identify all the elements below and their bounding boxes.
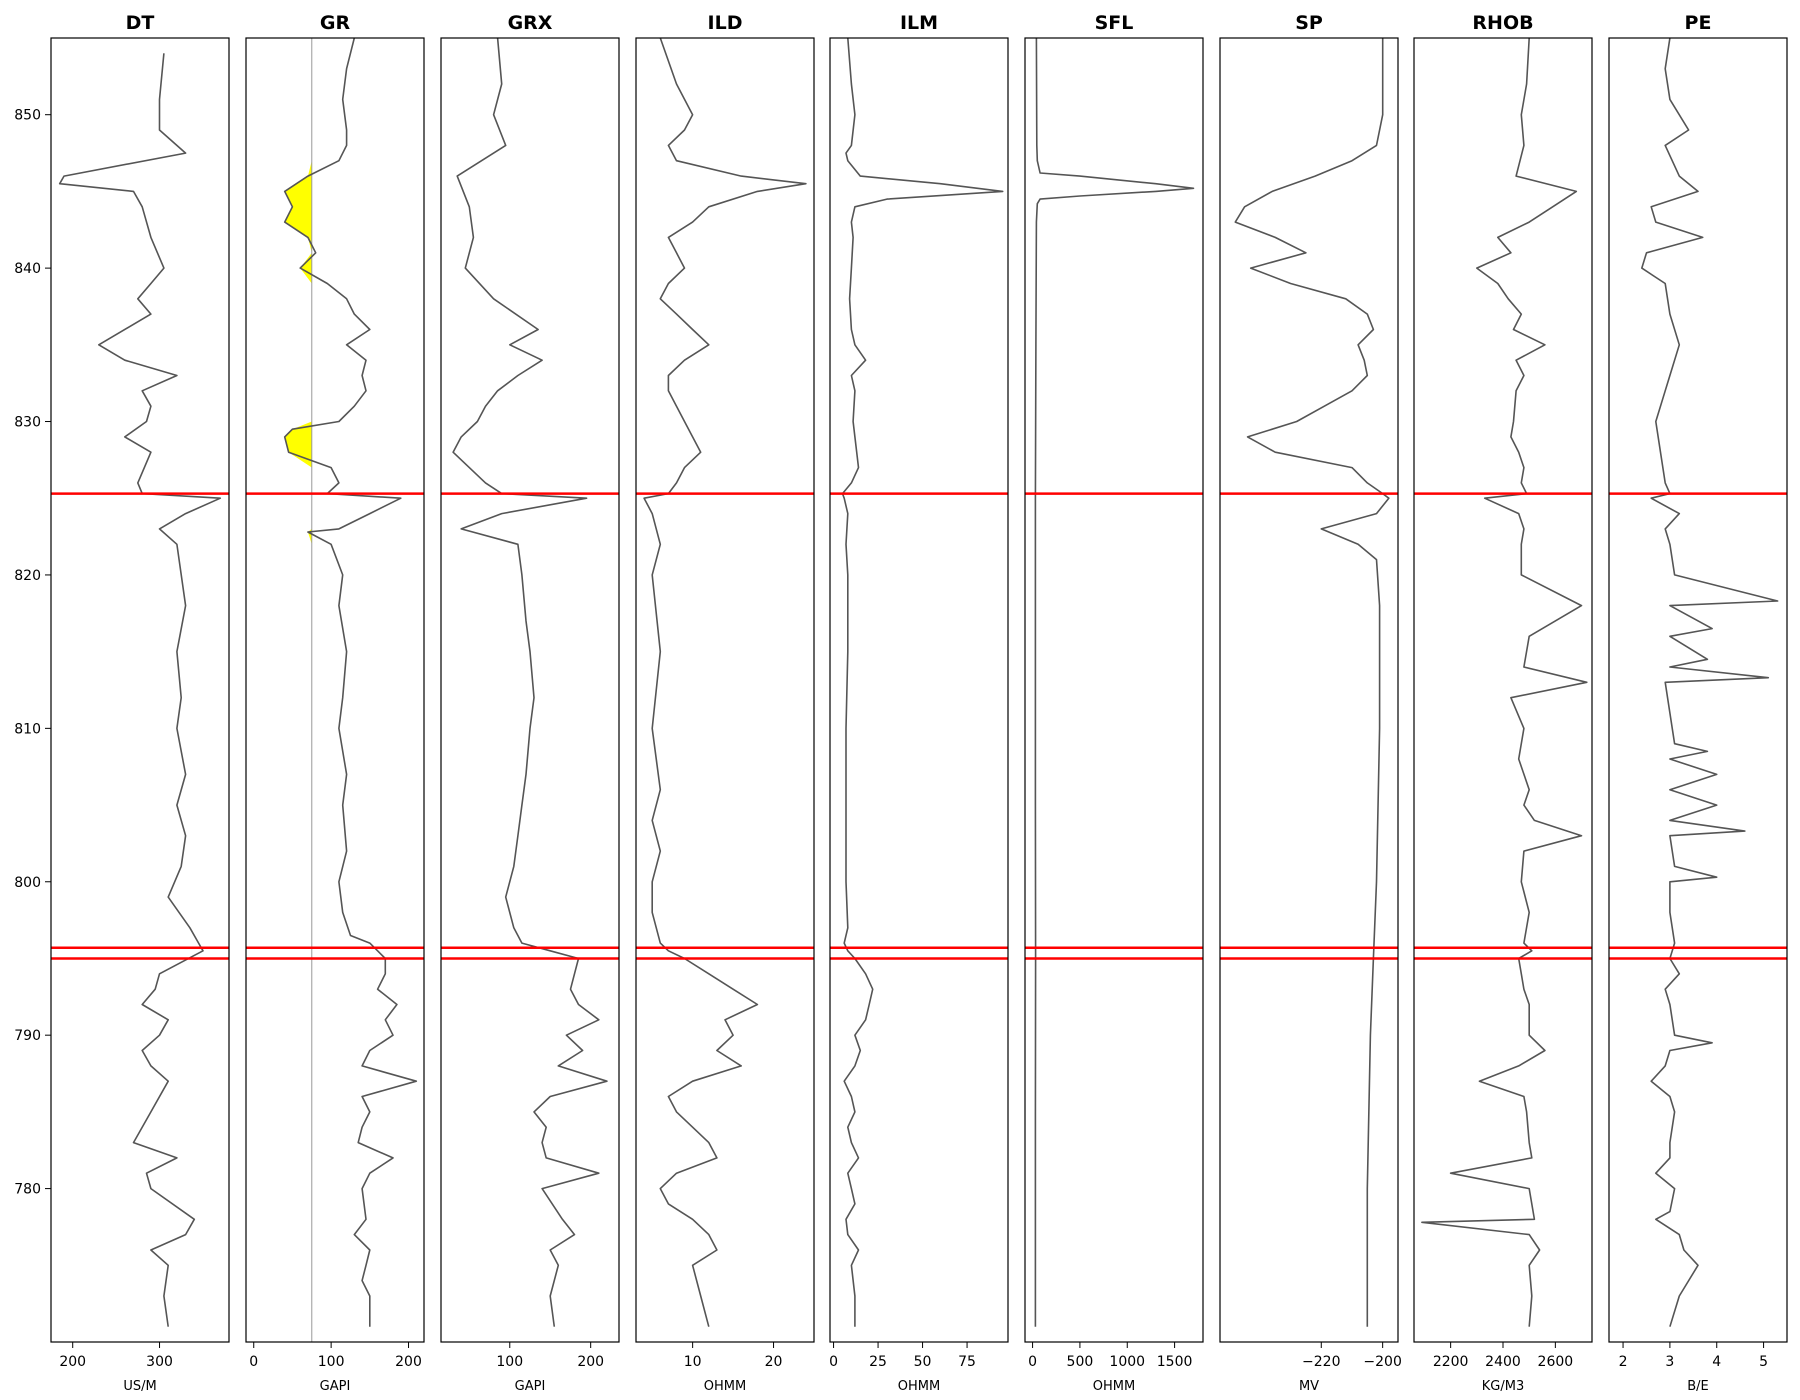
track-sfl: SFL 0 500 1000 1500 OHMM	[1024, 12, 1204, 1394]
x-tick-label: 300	[146, 1354, 173, 1370]
x-tick-label: 0	[829, 1354, 838, 1370]
x-tick-label: −220	[1302, 1354, 1340, 1370]
unit-label: GAPI	[515, 1379, 546, 1394]
depth-tick-label: 840	[14, 261, 41, 277]
track-frame	[245, 37, 425, 1343]
x-tick-label: 0	[249, 1354, 258, 1370]
x-tick-label: 500	[1067, 1354, 1094, 1370]
depth-tick-label: 850	[14, 108, 41, 124]
log-curve	[58, 53, 222, 1327]
track-gr: GR 0 100 200 GAPI	[245, 12, 425, 1394]
log-curve	[283, 38, 418, 1327]
depth-tick-label: 810	[14, 721, 41, 737]
unit-label: OHMM	[704, 1379, 746, 1394]
track-title: GR	[320, 12, 351, 34]
track-frame	[1219, 37, 1399, 1343]
log-curve	[1421, 38, 1588, 1327]
log-curve	[643, 38, 807, 1327]
x-tick-label: 200	[395, 1354, 422, 1370]
depth-tick-label: 780	[14, 1182, 41, 1198]
track-title: ILD	[708, 12, 743, 34]
track-frame	[1024, 37, 1204, 1343]
depth-tick-label: 790	[14, 1028, 41, 1044]
track-title: RHOB	[1472, 12, 1533, 34]
unit-label: KG/M3	[1482, 1379, 1524, 1394]
track-ilm: ILM 0 25 50 75 OHMM	[829, 12, 1009, 1394]
x-tick-label: 3	[1665, 1354, 1674, 1370]
log-curve	[1034, 38, 1195, 1327]
track-pe: PE 2 3 4 5 B/E	[1608, 12, 1788, 1394]
track-dt: DT 200 300 US/M	[50, 12, 230, 1394]
x-tick-label: 2400	[1485, 1354, 1521, 1370]
track-frame	[50, 37, 230, 1343]
x-tick-label: 100	[496, 1354, 523, 1370]
track-title: SFL	[1095, 12, 1134, 34]
x-tick-label: 2200	[1433, 1354, 1469, 1370]
x-tick-label: 1500	[1157, 1354, 1193, 1370]
depth-tick-label: 800	[14, 875, 41, 891]
x-tick-label: 5	[1759, 1354, 1768, 1370]
track-rhob: RHOB 2200 2400 2600 KG/M3	[1413, 12, 1593, 1394]
x-tick-label: −200	[1363, 1354, 1401, 1370]
unit-label: MV	[1299, 1379, 1319, 1394]
log-curve	[841, 38, 1004, 1327]
x-tick-label: 2600	[1538, 1354, 1574, 1370]
x-tick-label: 1000	[1109, 1354, 1145, 1370]
unit-label: GAPI	[320, 1379, 351, 1394]
track-title: DT	[126, 12, 155, 34]
log-curve	[1641, 38, 1779, 1327]
x-tick-label: 2	[1619, 1354, 1628, 1370]
track-title: SP	[1295, 12, 1323, 34]
log-curve	[1234, 38, 1390, 1327]
track-title: PE	[1685, 12, 1712, 34]
unit-label: US/M	[123, 1379, 156, 1394]
x-tick-label: 100	[318, 1354, 345, 1370]
track-frame	[829, 37, 1009, 1343]
track-grx: GRX 100 200 GAPI	[440, 12, 620, 1394]
depth-tick-label: 820	[14, 568, 41, 584]
x-tick-label: 50	[914, 1354, 932, 1370]
depth-tick-label: 830	[14, 415, 41, 431]
unit-label: OHMM	[1093, 1379, 1135, 1394]
x-tick-label: 4	[1712, 1354, 1721, 1370]
unit-label: OHMM	[898, 1379, 940, 1394]
x-tick-label: 200	[59, 1354, 86, 1370]
track-title: GRX	[508, 12, 553, 34]
track-frame	[1413, 37, 1593, 1343]
x-tick-label: 10	[684, 1354, 702, 1370]
x-tick-label: 0	[1028, 1354, 1037, 1370]
x-tick-label: 200	[577, 1354, 604, 1370]
unit-label: B/E	[1687, 1379, 1709, 1394]
track-sp: SP −220 −200 MV	[1219, 12, 1402, 1394]
x-tick-label: 20	[765, 1354, 783, 1370]
x-tick-label: 25	[869, 1354, 887, 1370]
track-frame	[440, 37, 620, 1343]
x-tick-label: 75	[958, 1354, 976, 1370]
track-ild: ILD 10 20 OHMM	[635, 12, 815, 1394]
track-frame	[635, 37, 815, 1343]
track-title: ILM	[900, 12, 938, 34]
track-frame	[1608, 37, 1788, 1343]
log-curve	[452, 38, 608, 1327]
